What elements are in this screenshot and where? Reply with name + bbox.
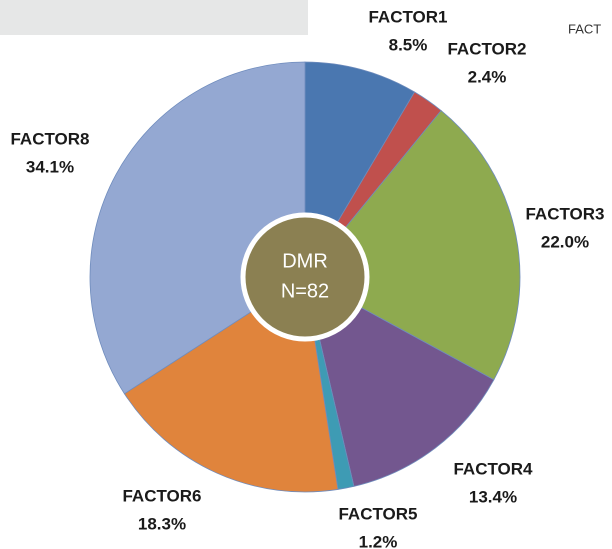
legend-fragment: FACT bbox=[568, 21, 601, 36]
slice-label: FACTOR1 bbox=[368, 7, 447, 26]
center-text: N=82 bbox=[281, 280, 329, 302]
slice-value: 8.5% bbox=[389, 35, 428, 54]
slice-label: FACTOR4 bbox=[453, 459, 533, 478]
slice-label: FACTOR3 bbox=[525, 204, 604, 223]
pie-slice bbox=[304, 276, 495, 487]
slice-value: 13.4% bbox=[469, 487, 517, 506]
header-box bbox=[0, 0, 308, 35]
slice-label: FACTOR6 bbox=[122, 486, 201, 505]
center-disc bbox=[240, 212, 370, 342]
slice-value: 18.3% bbox=[138, 514, 186, 533]
slice-label: FACTOR2 bbox=[447, 39, 526, 58]
slice-label: FACTOR8 bbox=[10, 129, 89, 148]
pie-slice bbox=[304, 110, 521, 381]
slice-label: FACTOR5 bbox=[338, 504, 417, 523]
center-text: DMR bbox=[282, 250, 328, 272]
slice-value: 34.1% bbox=[26, 157, 74, 176]
slice-value: 2.4% bbox=[468, 67, 507, 86]
slice-value: 1.2% bbox=[359, 532, 398, 549]
slice-value: 22.0% bbox=[541, 232, 589, 251]
